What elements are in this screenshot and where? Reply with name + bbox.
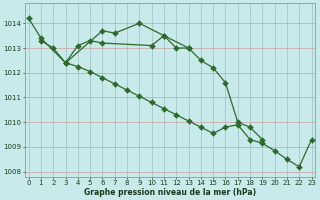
X-axis label: Graphe pression niveau de la mer (hPa): Graphe pression niveau de la mer (hPa) (84, 188, 256, 197)
